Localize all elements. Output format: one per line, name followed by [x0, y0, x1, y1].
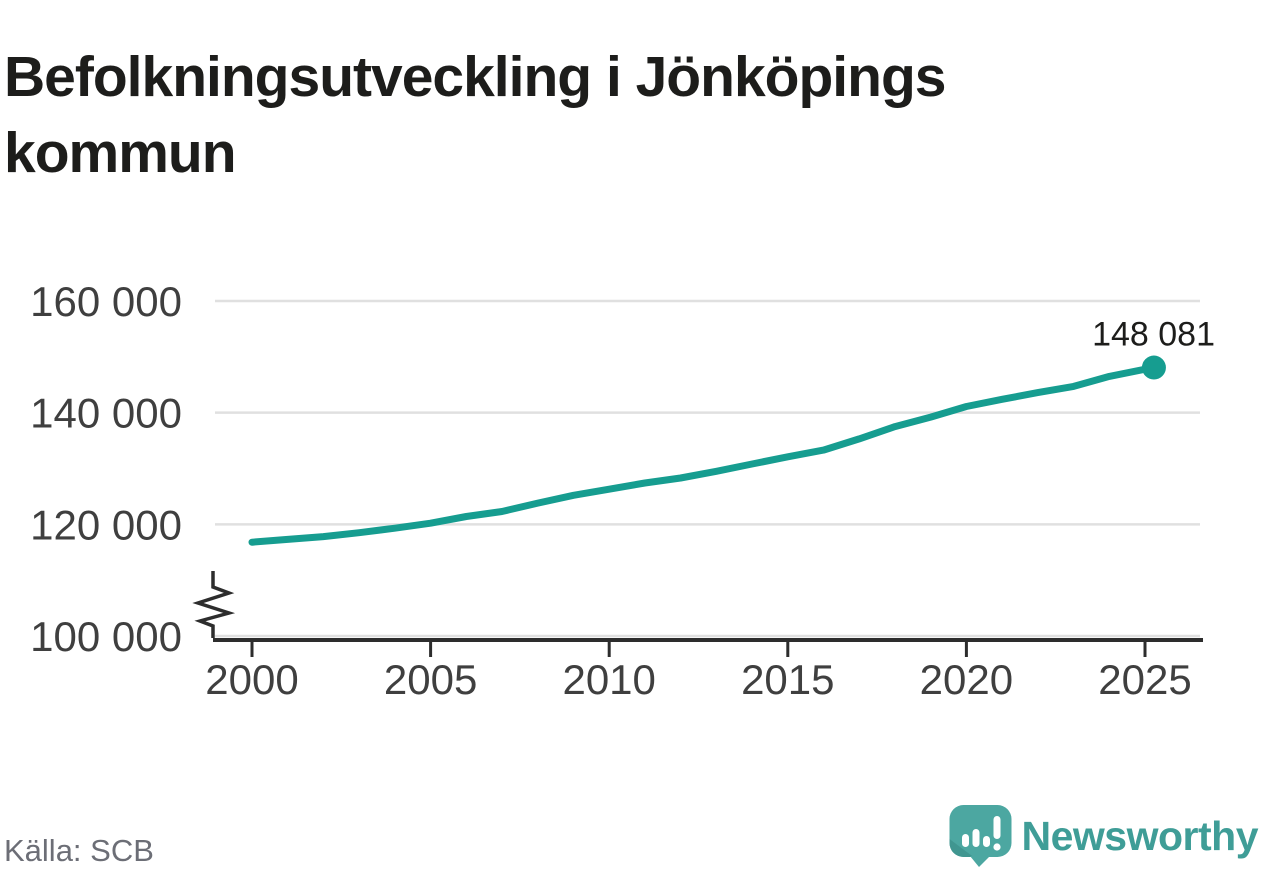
- y-axis-tick-label: 120 000: [30, 501, 182, 548]
- source-note: Källa: SCB: [4, 833, 154, 868]
- newsworthy-wordmark: Newsworthy: [1021, 812, 1259, 859]
- logo-exclamation-bar: [993, 816, 1000, 839]
- x-axis-tick-label: 2020: [920, 656, 1013, 703]
- logo-bubble-shade: [949, 839, 973, 857]
- y-axis-tick-label: 160 000: [30, 278, 182, 325]
- logo-exclamation-dot: [992, 843, 1001, 851]
- x-axis-tick-label: 2000: [205, 656, 298, 703]
- x-axis-tick-label: 2025: [1098, 656, 1191, 703]
- newsworthy-logo: Newsworthy: [949, 805, 1259, 867]
- x-axis-tick-label: 2015: [741, 656, 834, 703]
- latest-value-label: 148 081: [1092, 316, 1215, 354]
- x-axis-tick-label: 2010: [562, 656, 655, 703]
- x-axis-tick-label: 2005: [384, 656, 477, 703]
- logo-bubble-tail: [969, 856, 990, 867]
- population-line-series: [248, 364, 1158, 546]
- logo-bar-chart-glyph: [961, 816, 1001, 851]
- latest-value-marker: [1141, 355, 1166, 380]
- chart-title: Befolkningsutveckling i Jönköpings kommu…: [4, 45, 946, 185]
- newsworthy-speech-bubble-bar-chart-icon: [949, 805, 1011, 867]
- y-axis-break-icon: [192, 571, 236, 638]
- y-axis-tick-label: 140 000: [30, 390, 182, 437]
- y-axis-tick-label: 100 000: [30, 613, 182, 660]
